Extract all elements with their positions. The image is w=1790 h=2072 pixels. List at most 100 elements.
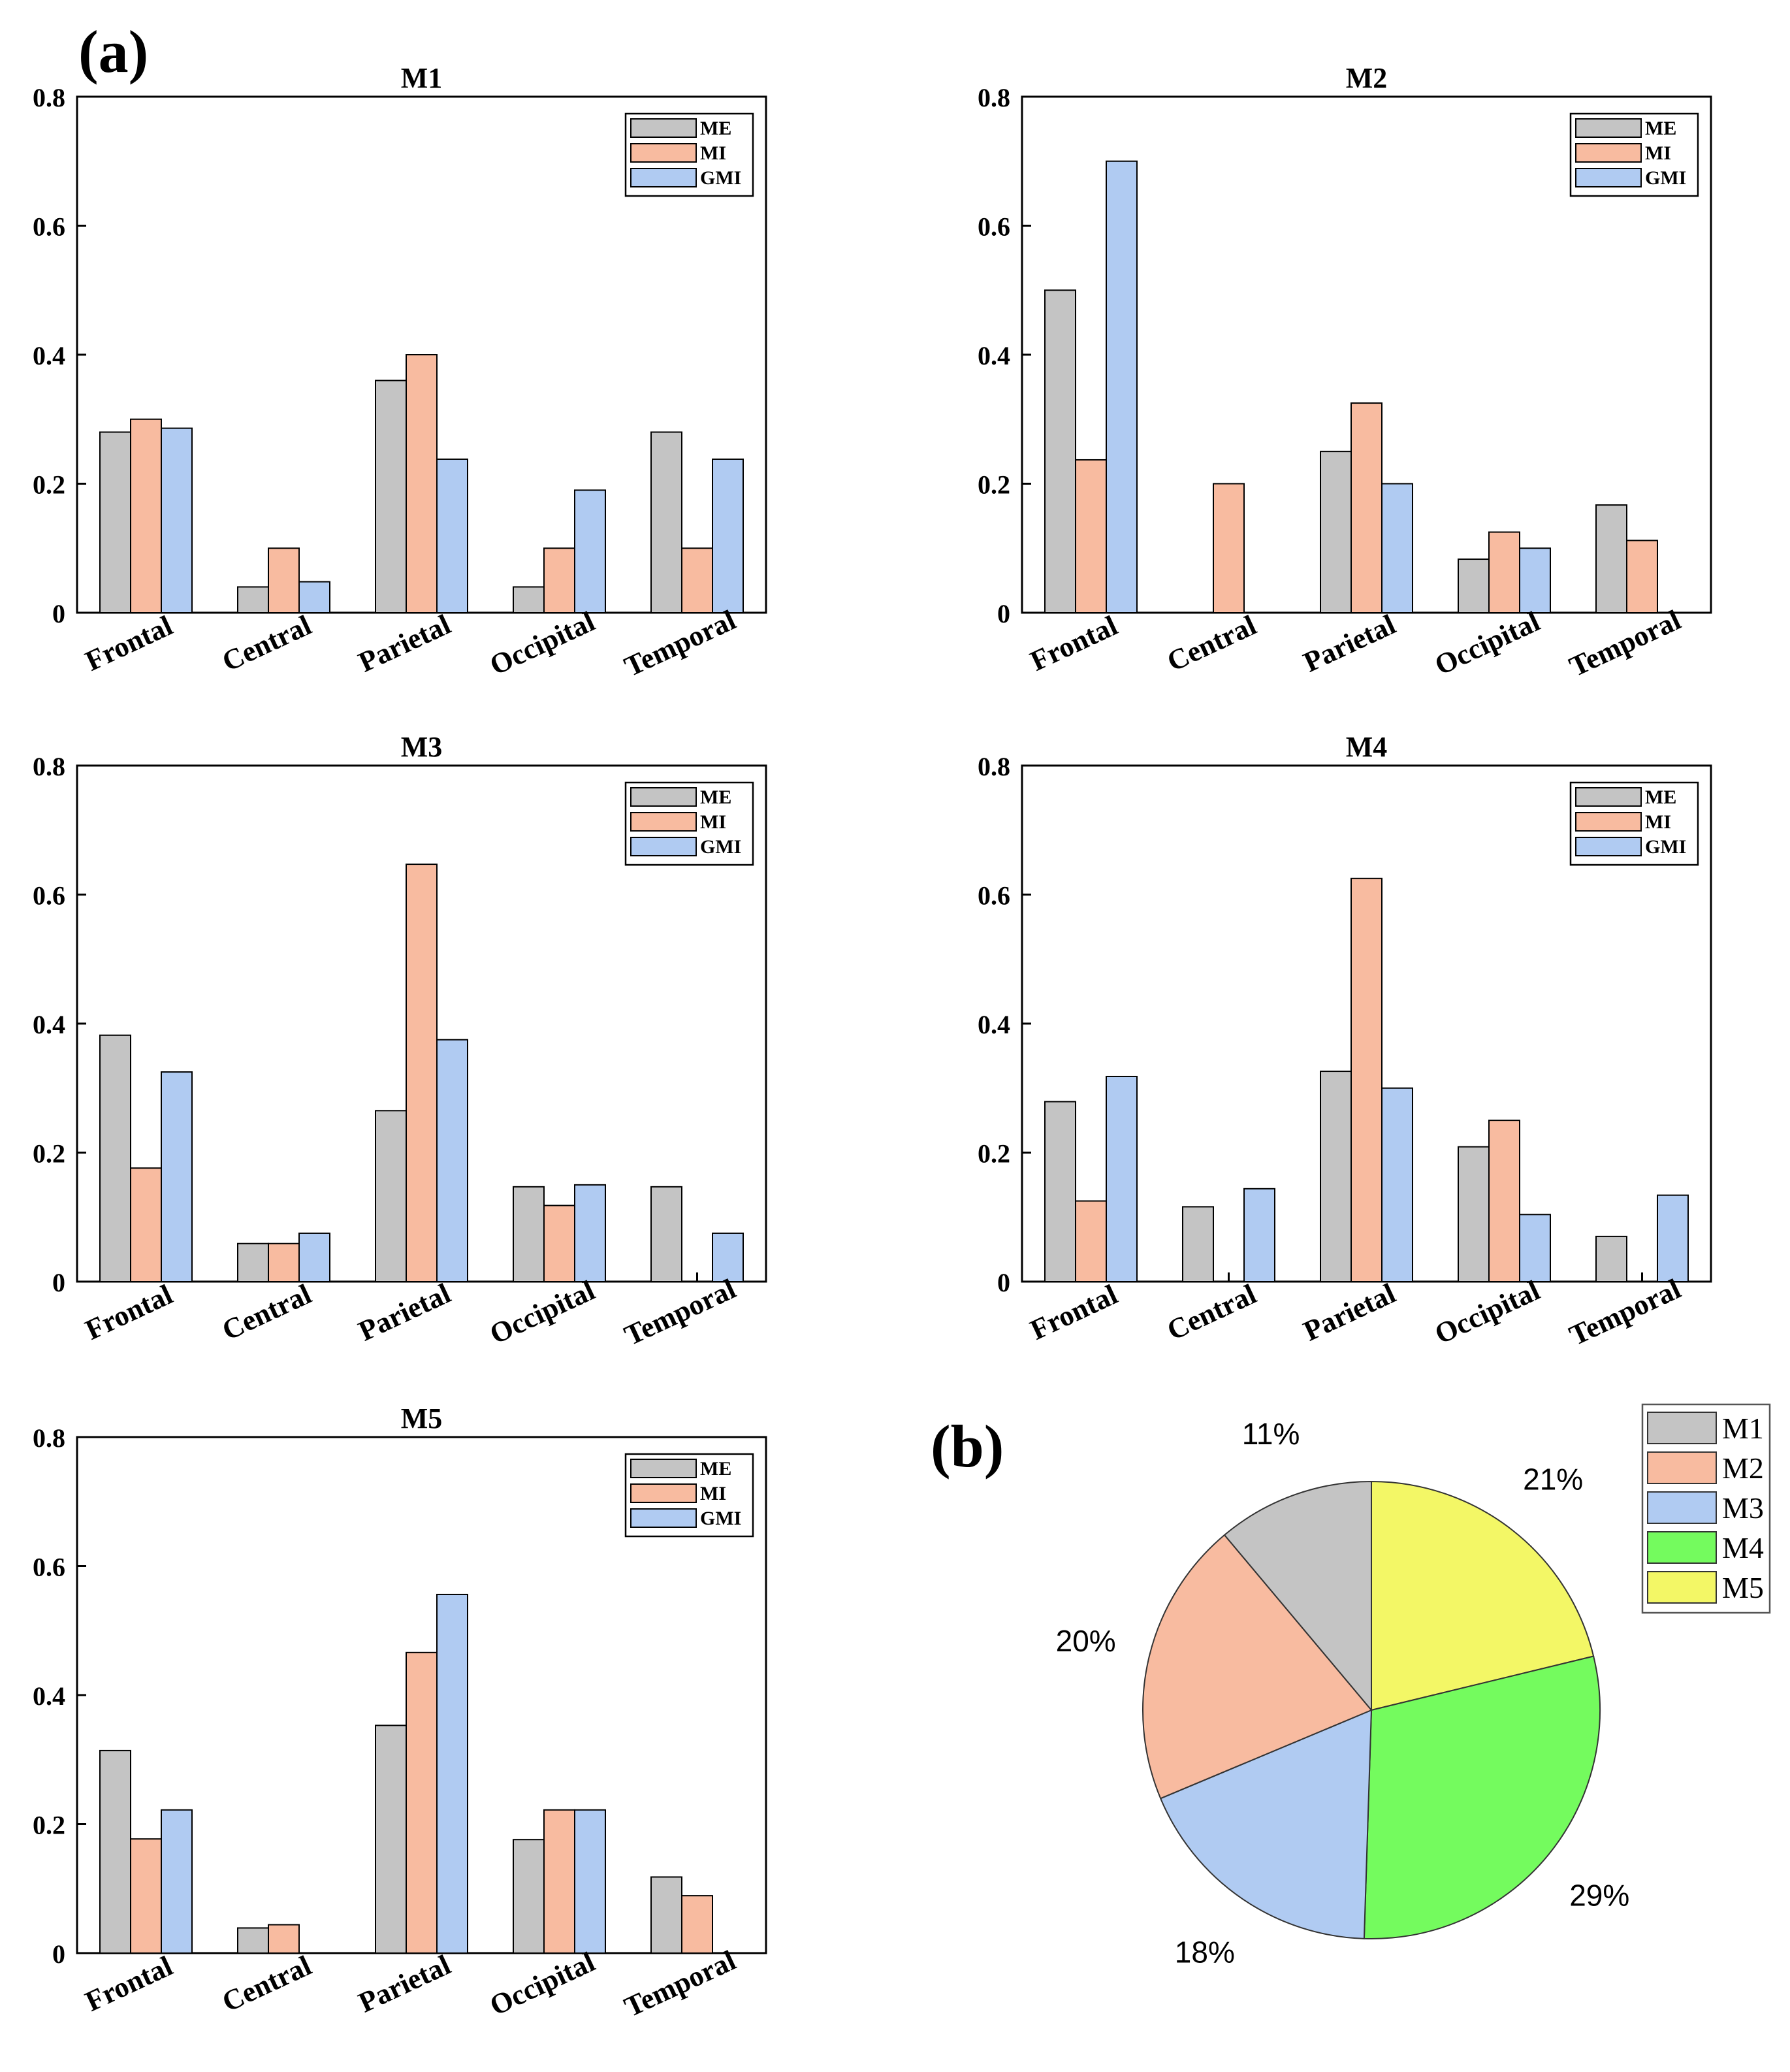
legend-label-mi: MI — [1645, 142, 1671, 164]
pie-legend-swatch-m2 — [1647, 1451, 1717, 1484]
bar-occipital-me — [513, 586, 545, 613]
x-tick-label: Occipital — [1430, 606, 1544, 682]
y-tick-label: 0.8 — [33, 752, 65, 781]
y-tick-label: 0.4 — [33, 341, 65, 370]
bar-central-gmi — [298, 1232, 330, 1282]
legend-label-me: ME — [1645, 118, 1676, 139]
x-tick-label: Frontal — [80, 1950, 177, 2018]
y-tick-label: 0.6 — [978, 212, 1010, 242]
y-tick-label: 0 — [52, 1939, 65, 1969]
x-tick-label: Parietal — [353, 1277, 455, 1347]
x-tick-label: Central — [1162, 609, 1261, 677]
y-tick-label: 0.2 — [33, 470, 65, 500]
bar-chart-m4: M4 0 0.2 0.4 0.6 0.8 Frontal Central Parietal Occ… — [978, 731, 1712, 1352]
legend-swatch-mi — [630, 143, 697, 163]
bar-occipital-me — [513, 1839, 545, 1954]
bar-occipital-gmi — [574, 1184, 606, 1282]
pie-legend-swatch-m3 — [1647, 1491, 1717, 1524]
pie-value-label: 29% — [1569, 1879, 1629, 1913]
pie-value-label: 18% — [1175, 1935, 1235, 1969]
legend-label-mi: MI — [700, 1483, 726, 1504]
y-tick-label: 0.8 — [33, 1423, 65, 1453]
x-tick-label: Frontal — [1025, 609, 1122, 677]
panel-b-label: (b) — [931, 1413, 1004, 1480]
legend-label-gmi: GMI — [1645, 167, 1686, 189]
y-tick-label: 0.2 — [33, 1811, 65, 1840]
x-tick-label: Occipital — [485, 606, 599, 682]
y-tick-label: 0.4 — [33, 1010, 65, 1039]
y-tick-label: 0 — [997, 599, 1010, 628]
bar-occipital-gmi — [574, 1809, 606, 1954]
pie-slice-m4 — [1363, 1655, 1601, 1939]
y-tick-label: 0.2 — [978, 470, 1010, 500]
legend-label-gmi: GMI — [700, 836, 741, 858]
legend-swatch-me — [1575, 787, 1642, 807]
bar-temporal-gmi — [712, 458, 744, 613]
legend-swatch-gmi — [1575, 168, 1642, 187]
bar-charts: M1 0 0.2 0.4 0.6 0.8 Frontal Central Parietal Occ… — [33, 62, 1712, 2023]
bar-parietal-gmi — [1381, 483, 1413, 613]
pie-chart: 21% 29% 18% 20% 11% M1 M2 M3 M4 M5 — [1056, 1403, 1771, 1969]
bar-occipital-gmi — [1519, 1214, 1551, 1283]
bar-frontal-me — [99, 1749, 131, 1954]
x-tick-label: Temporal — [620, 1272, 741, 1352]
pie-legend-label-m1: M1 — [1722, 1412, 1764, 1445]
legend-swatch-gmi — [1575, 837, 1642, 856]
bar-frontal-gmi — [161, 427, 193, 613]
bar-parietal-mi — [406, 354, 438, 613]
bar-temporal-me — [650, 1186, 682, 1283]
legend-swatch-me — [630, 1459, 697, 1478]
y-tick-label: 0.6 — [33, 881, 65, 911]
pie-slice-m3 — [1159, 1709, 1373, 1939]
bar-temporal-mi — [681, 1895, 713, 1954]
y-tick-label: 0.6 — [33, 1553, 65, 1582]
pie-legend-label-m5: M5 — [1722, 1571, 1764, 1604]
bar-temporal-me — [1595, 504, 1627, 614]
pie-slice-m2 — [1142, 1534, 1373, 1800]
bar-frontal-me — [1044, 289, 1076, 613]
bar-temporal-me — [1595, 1235, 1627, 1282]
y-tick-label: 0.4 — [33, 1681, 65, 1711]
bar-temporal-me — [650, 1876, 682, 1954]
bar-parietal-gmi — [436, 458, 468, 613]
pie-legend-label-m2: M2 — [1722, 1451, 1764, 1485]
pie-legend-swatch-m1 — [1647, 1412, 1717, 1444]
legend-label-me: ME — [1645, 786, 1676, 808]
pie-slice-m1 — [1223, 1480, 1372, 1712]
bar-occipital-mi — [1488, 531, 1520, 613]
bar-frontal-mi — [130, 418, 162, 613]
legend-label-mi: MI — [1645, 811, 1671, 833]
y-tick-label: 0.8 — [33, 83, 65, 112]
x-tick-label: Parietal — [353, 1949, 455, 2018]
x-tick-label: Temporal — [620, 604, 741, 683]
x-tick-label: Central — [1162, 1278, 1261, 1346]
x-tick-label: Frontal — [80, 1278, 177, 1346]
x-tick-label: Occipital — [1430, 1274, 1544, 1351]
pie-legend-label-m4: M4 — [1722, 1531, 1764, 1564]
bar-parietal-me — [375, 380, 407, 613]
x-tick-label: Occipital — [485, 1274, 599, 1351]
x-tick-label: Central — [217, 609, 316, 677]
bar-occipital-mi — [543, 547, 575, 613]
panel-a-label: (a) — [78, 18, 148, 85]
x-tick-label: Central — [217, 1278, 316, 1346]
legend: ME MI GMI — [624, 1453, 754, 1538]
bar-central-mi — [268, 1242, 300, 1283]
y-tick-label: 0.2 — [33, 1139, 65, 1169]
bar-temporal-mi — [681, 547, 713, 613]
bar-occipital-me — [513, 1186, 545, 1283]
legend-label-mi: MI — [700, 142, 726, 164]
bar-parietal-gmi — [436, 1593, 468, 1954]
legend-swatch-me — [1575, 118, 1642, 138]
legend-swatch-mi — [1575, 143, 1642, 163]
bar-frontal-gmi — [1106, 1075, 1138, 1282]
y-tick-label: 0 — [52, 1268, 65, 1297]
bar-frontal-mi — [1075, 1200, 1107, 1282]
legend-swatch-mi — [630, 1483, 697, 1503]
bar-frontal-mi — [1075, 459, 1107, 614]
bar-frontal-me — [1044, 1101, 1076, 1283]
x-tick-label: Temporal — [1565, 1272, 1686, 1352]
pie-value-label: 21% — [1523, 1462, 1583, 1496]
pie-legend-swatch-m4 — [1647, 1531, 1717, 1564]
